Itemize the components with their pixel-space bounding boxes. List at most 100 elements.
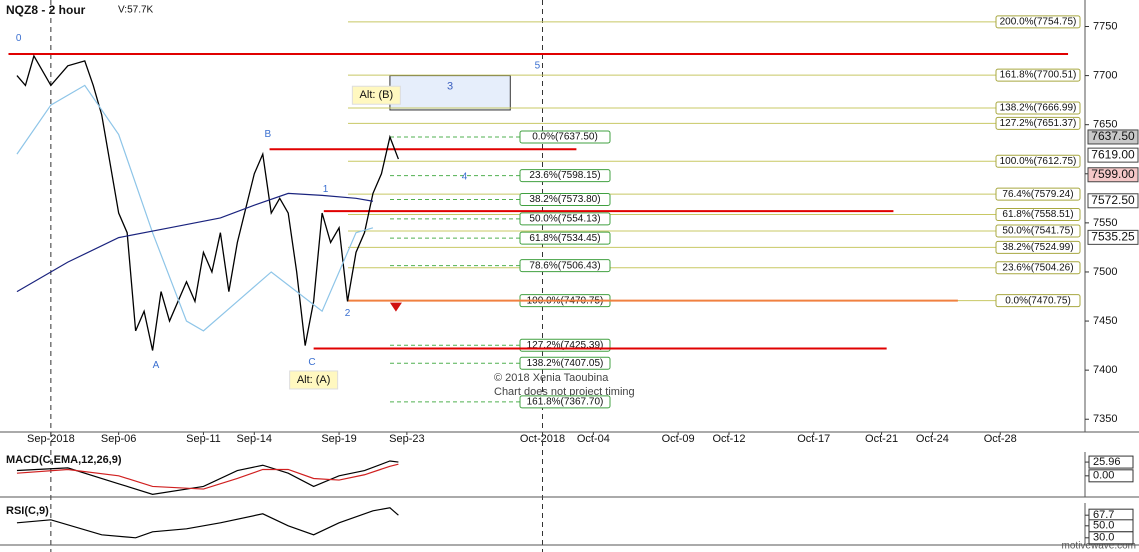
x-tick-label: Sep-2018 — [27, 433, 75, 445]
callout-box — [289, 370, 339, 390]
fib-retrace-label: 38.2%(7573.80) — [529, 194, 600, 205]
series-line — [16, 460, 399, 495]
x-tick-label: Oct-28 — [984, 433, 1017, 445]
fib-label-box — [995, 15, 1081, 29]
fib-label-box — [995, 68, 1081, 82]
y-tick-label: 7500 — [1093, 266, 1117, 278]
x-tick-label: Sep-23 — [389, 433, 424, 445]
fib-label-box — [995, 240, 1081, 254]
wave-label: B — [265, 129, 272, 140]
fib-label-box — [519, 356, 611, 370]
y-tick-label: 25.96 — [1093, 456, 1121, 468]
fib-extension-label: 138.2%(7666.99) — [1000, 103, 1077, 114]
volume: V:57.7K — [118, 5, 154, 16]
x-tick-label: Sep-06 — [101, 433, 136, 445]
y-tick-label: 7350 — [1093, 413, 1117, 425]
price-tag-box — [1087, 193, 1139, 209]
price-tag-box — [1087, 229, 1139, 245]
fib-extension-label: 50.0%(7541.75) — [1002, 226, 1073, 237]
fib-label-box — [519, 212, 611, 226]
series-line — [16, 192, 374, 293]
x-tick-label: Oct-09 — [662, 433, 695, 445]
fib-retrace-label: 78.6%(7506.43) — [529, 260, 600, 271]
fib-label-box — [519, 259, 611, 273]
y-tag-box — [1088, 469, 1134, 483]
fib-extension-label: 38.2%(7524.99) — [1002, 242, 1073, 253]
fib-extension-label: 23.6%(7504.26) — [1002, 262, 1073, 273]
fib-retrace-label: 61.8%(7534.45) — [529, 233, 600, 244]
price-tag-box — [1087, 147, 1139, 163]
x-tick-label: Oct-24 — [916, 433, 949, 445]
fib-label-box — [519, 130, 611, 144]
fib-label-box — [995, 154, 1081, 168]
y-tag-box — [1088, 455, 1134, 469]
y-tick-label: 67.7 — [1093, 509, 1114, 521]
target-zone — [389, 75, 511, 111]
fib-label-box — [995, 116, 1081, 130]
series-line — [16, 54, 400, 351]
series-line — [16, 507, 399, 539]
y-tick-label: 7400 — [1093, 364, 1117, 376]
zone-label: 3 — [447, 81, 453, 93]
price-tag-label: 7535.25 — [1091, 230, 1135, 244]
fib-retrace-label: 23.6%(7598.15) — [529, 170, 600, 181]
y-tick-label: 0.00 — [1093, 470, 1114, 482]
callout-label: Alt: (B) — [360, 89, 394, 101]
wave-label: 0 — [16, 33, 22, 44]
fib-label-box — [995, 261, 1081, 275]
symbol: NQZ8 - 2 hour — [6, 3, 86, 17]
y-tick-label: 7450 — [1093, 315, 1117, 327]
wave-label: 1 — [323, 184, 329, 195]
fib-retrace-label: 50.0%(7554.13) — [529, 213, 600, 224]
price-tag-label: 7637.50 — [1091, 129, 1135, 143]
x-tick-label: Oct-04 — [577, 433, 610, 445]
fib-extension-label: 100.0%(7612.75) — [1000, 156, 1077, 167]
x-tick-label: Oct-12 — [712, 433, 745, 445]
y-tick-label: 7550 — [1093, 217, 1117, 229]
fib-label-box — [519, 169, 611, 183]
wave-label: 4 — [462, 171, 468, 182]
fib-extension-label: 200.0%(7754.75) — [1000, 16, 1077, 27]
x-tick-label: Sep-11 — [186, 433, 221, 445]
callout-box — [351, 85, 401, 105]
price-tag-label: 7619.00 — [1091, 147, 1135, 161]
callout-label: Alt: (A) — [297, 374, 331, 386]
wave-label: C — [308, 357, 315, 368]
price-tag-label: 7572.50 — [1091, 193, 1135, 207]
price-tag-box — [1087, 129, 1139, 145]
fib-retrace-label: 161.8%(7367.70) — [527, 396, 604, 407]
series-line — [16, 463, 399, 490]
fib-retrace-label: 127.2%(7425.39) — [527, 340, 604, 351]
x-tick-label: Oct-17 — [797, 433, 830, 445]
watermark: motivewave.com — [1062, 541, 1136, 552]
fib-label-box — [519, 193, 611, 207]
fib-extension-label: 161.8%(7700.51) — [1000, 70, 1077, 81]
fib-retrace-label: 0.0%(7637.50) — [532, 132, 598, 143]
panel-title: RSI(C,9) — [6, 505, 49, 517]
series-line — [16, 84, 374, 332]
y-tick-label: 30.0 — [1093, 532, 1114, 544]
x-tick-label: Oct-21 — [865, 433, 898, 445]
y-tick-label: 7750 — [1093, 20, 1117, 32]
x-tick-label: Oct-2018 — [520, 433, 565, 445]
x-tick-label: Sep-14 — [237, 433, 272, 445]
price-tag-box — [1087, 167, 1139, 183]
fib-extension-label: 76.4%(7579.24) — [1002, 189, 1073, 200]
fib-retrace-label: 138.2%(7407.05) — [527, 358, 604, 369]
y-tag-box — [1088, 531, 1134, 545]
fib-label-box — [995, 224, 1081, 238]
y-tick-label: 7650 — [1093, 119, 1117, 131]
fib-label-box — [519, 395, 611, 409]
fib-label-box — [519, 231, 611, 245]
fib-extension-label: 61.8%(7558.51) — [1002, 209, 1073, 220]
fib-label-box — [995, 208, 1081, 222]
note: © 2018 Xenia Taoubina — [494, 372, 609, 384]
wave-label: A — [153, 360, 160, 371]
fib-extension-label: 127.2%(7651.37) — [1000, 118, 1077, 129]
fib-label-box — [995, 101, 1081, 115]
wave-label: 2 — [345, 308, 351, 319]
note: Chart does not project timing — [494, 386, 635, 398]
y-tick-label: 50.0 — [1093, 520, 1114, 532]
panel-title: MACD(C,EMA,12,26,9) — [6, 454, 122, 466]
